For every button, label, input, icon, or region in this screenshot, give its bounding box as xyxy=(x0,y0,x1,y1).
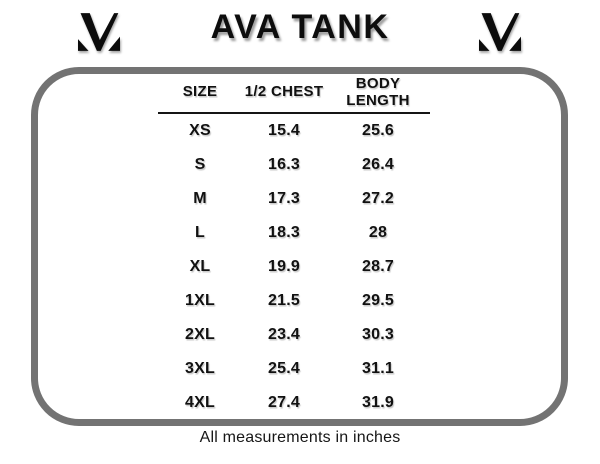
size-value: L xyxy=(195,224,205,241)
header-body-length: BODY LENGTH xyxy=(326,75,430,110)
half-chest-value: 17.3 xyxy=(268,190,300,207)
mv-monogram-icon xyxy=(78,12,120,52)
half-chest-value: 18.3 xyxy=(268,224,300,241)
size-value: 3XL xyxy=(185,360,215,377)
body-length-value: 25.6 xyxy=(362,122,394,139)
header-half-chest: 1/2 CHEST xyxy=(244,83,324,101)
half-chest-value: 23.4 xyxy=(268,326,300,343)
header-size: SIZE xyxy=(182,83,218,101)
size-value: 1XL xyxy=(185,292,215,309)
chart-frame xyxy=(31,67,568,426)
size-value: 2XL xyxy=(185,326,215,343)
body-length-value: 28.7 xyxy=(362,258,394,275)
half-chest-value: 27.4 xyxy=(268,394,300,411)
mv-monogram-icon xyxy=(479,12,521,52)
half-chest-value: 25.4 xyxy=(268,360,300,377)
half-chest-value: 21.5 xyxy=(268,292,300,309)
size-value: XL xyxy=(189,258,211,275)
body-length-value: 30.3 xyxy=(362,326,394,343)
header-body-length-text: BODY LENGTH xyxy=(346,74,410,109)
size-value: M xyxy=(193,190,207,207)
body-length-value: 27.2 xyxy=(362,190,394,207)
half-chest-value: 19.9 xyxy=(268,258,300,275)
size-value: S xyxy=(194,156,206,173)
body-length-value: 31.9 xyxy=(362,394,394,411)
half-chest-value: 15.4 xyxy=(268,122,300,139)
table-header: SIZE 1/2 CHEST BODY LENGTH xyxy=(158,74,430,114)
body-length-value: 29.5 xyxy=(362,292,394,309)
body-length-value: 28 xyxy=(368,224,388,241)
size-table: SIZE 1/2 CHEST BODY LENGTH XS 15.4 25.6 … xyxy=(158,74,430,420)
size-value: 4XL xyxy=(185,394,215,411)
page-title: AVA TANK xyxy=(210,8,390,46)
table-body: XS 15.4 25.6 S 16.3 26.4 M 17.3 27.2 L 1… xyxy=(158,114,430,420)
size-value: XS xyxy=(189,122,211,139)
half-chest-value: 16.3 xyxy=(268,156,300,173)
body-length-value: 31.1 xyxy=(362,360,394,377)
measurements-note: All measurements in inches xyxy=(199,429,401,446)
body-length-value: 26.4 xyxy=(362,156,394,173)
